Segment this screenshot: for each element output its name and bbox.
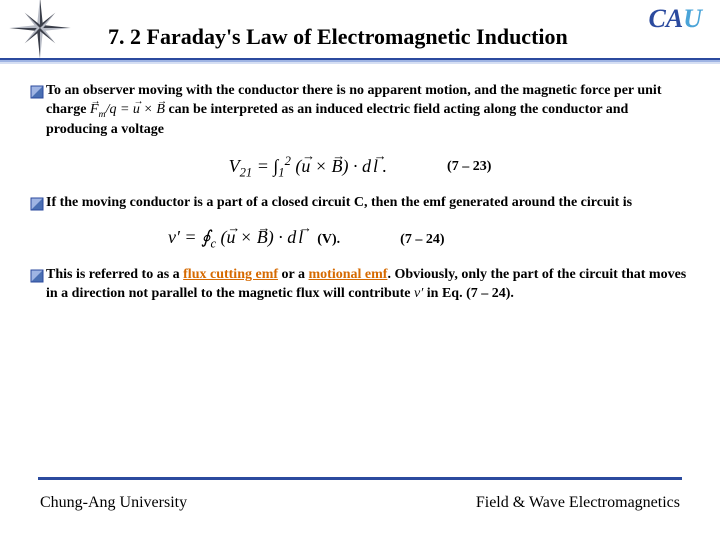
equation-2-unit: (V). xyxy=(317,232,340,248)
paragraph-1: To an observer moving with the conductor… xyxy=(46,82,692,140)
bullet-icon xyxy=(28,269,46,283)
p3-text-d: in Eq. (7 – 24). xyxy=(423,286,514,301)
slide-content: To an observer moving with the conductor… xyxy=(28,82,692,318)
equation-1: V21 = ∫12 (u × B) · dl . xyxy=(229,154,387,181)
footer-right: Field & Wave Electromagnetics xyxy=(476,494,680,512)
compass-icon xyxy=(8,0,72,60)
p3-text-b: or a xyxy=(278,267,308,282)
title-underline xyxy=(0,58,720,64)
motional-emf: motional emf xyxy=(309,267,388,282)
inline-nu: ν′ xyxy=(414,286,423,301)
slide-header: CAU 7. 2 Faraday's Law of Electromagneti… xyxy=(0,0,720,64)
bullet-item-2: If the moving conductor is a part of a c… xyxy=(28,194,692,213)
slide-title: 7. 2 Faraday's Law of Electromagnetic In… xyxy=(108,24,568,50)
footer-left: Chung-Ang University xyxy=(40,494,187,512)
university-logo: CAU xyxy=(649,4,702,34)
footer-divider xyxy=(38,477,682,480)
paragraph-3: This is referred to as a flux cutting em… xyxy=(46,266,692,304)
equation-2-row: ν′ = ∮c (u × B) · dl (V). (7 – 24) xyxy=(28,227,692,252)
p3-text-a: This is referred to as a xyxy=(46,267,183,282)
flux-cutting-emf: flux cutting emf xyxy=(183,267,278,282)
equation-1-row: V21 = ∫12 (u × B) · dl . (7 – 23) xyxy=(28,154,692,181)
equation-2: ν′ = ∮c (u × B) · dl xyxy=(168,227,303,252)
paragraph-2: If the moving conductor is a part of a c… xyxy=(46,194,692,213)
bullet-item-3: This is referred to as a flux cutting em… xyxy=(28,266,692,304)
inline-equation-force: Fm/q = u × B xyxy=(90,102,169,117)
logo-main: CA xyxy=(649,4,684,33)
bullet-item-1: To an observer moving with the conductor… xyxy=(28,82,692,140)
equation-2-number: (7 – 24) xyxy=(400,232,444,248)
logo-accent: U xyxy=(683,4,702,33)
bullet-icon xyxy=(28,85,46,99)
bullet-icon xyxy=(28,197,46,211)
equation-1-number: (7 – 23) xyxy=(447,159,491,175)
